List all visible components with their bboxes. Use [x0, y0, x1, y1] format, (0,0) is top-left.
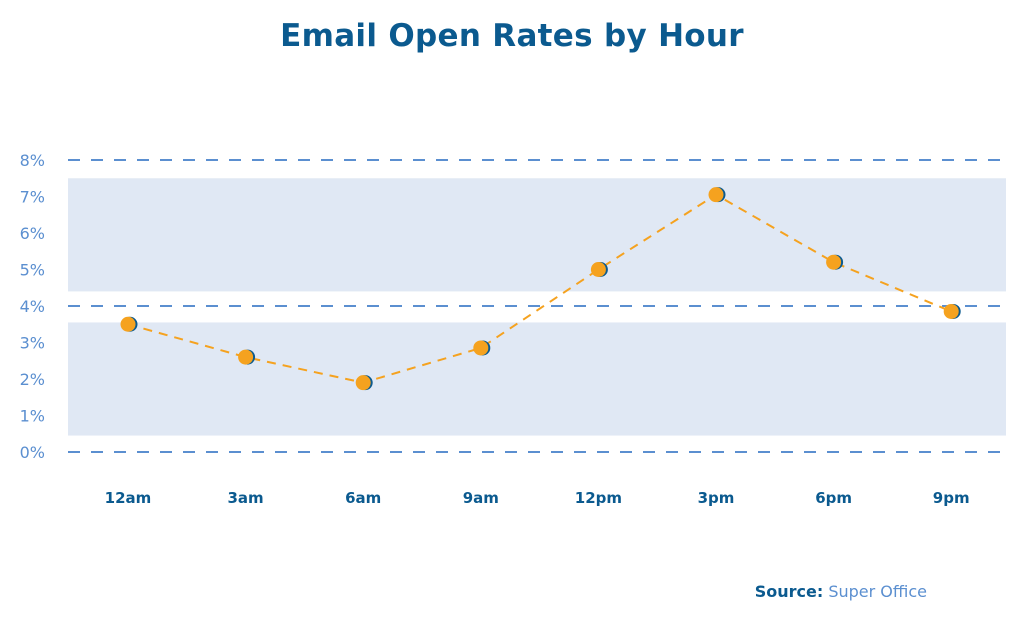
data-point [590, 262, 606, 277]
x-tick-label: 12am [105, 489, 152, 507]
series-line [127, 193, 952, 384]
x-tick-label: 12pm [575, 489, 622, 507]
source-label: Source: [754, 582, 824, 601]
y-tick-label: 3% [20, 334, 45, 353]
x-tick-label: 6pm [815, 489, 852, 507]
y-tick-label: 7% [20, 188, 45, 207]
y-tick-label: 2% [20, 370, 45, 389]
y-tick-label: 6% [20, 224, 45, 243]
data-point [120, 316, 136, 332]
data-point [943, 303, 959, 319]
x-tick-label: 6am [345, 489, 381, 507]
band-upper [68, 178, 1006, 292]
data-point [826, 254, 842, 270]
data-point [473, 340, 489, 356]
chart-title: Email Open Rates by Hour [280, 18, 744, 54]
source-value: Super Office [828, 582, 927, 601]
x-tick-label: 9pm [933, 489, 970, 507]
x-tick-label: 3pm [698, 489, 735, 507]
y-tick-label: 8% [20, 151, 45, 170]
data-point [355, 375, 371, 391]
source-note: Source: Super Office [755, 582, 927, 601]
y-tick-label: 0% [20, 443, 45, 462]
band-lower [68, 322, 1006, 436]
x-tick-label: 3am [227, 489, 263, 507]
y-tick-label: 1% [20, 407, 45, 426]
y-tick-label: 4% [20, 297, 45, 316]
x-tick-label: 9am [463, 489, 499, 507]
data-point [708, 187, 724, 203]
y-tick-label: 5% [20, 261, 45, 280]
data-point [238, 349, 254, 365]
